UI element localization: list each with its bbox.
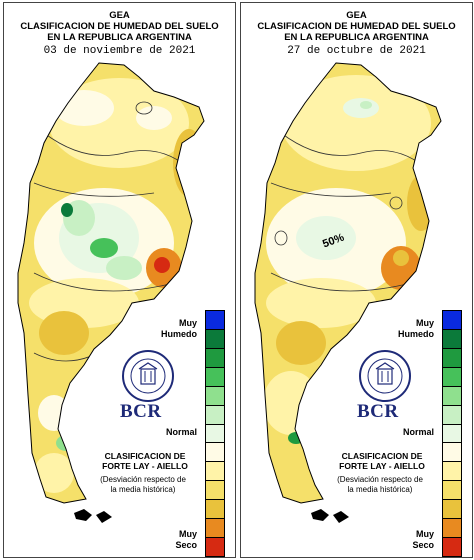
legend-swatch <box>206 405 224 425</box>
legend-swatch <box>443 405 461 425</box>
legend-label-text: Seco <box>175 540 197 550</box>
classification-note: (Desviación respecto de la media históri… <box>321 475 439 495</box>
legend-swatch <box>443 500 461 520</box>
legend-swatch <box>206 462 224 482</box>
bcr-brand: BCR <box>357 401 399 422</box>
legend-swatch <box>443 311 461 330</box>
map-panel-right: GEA CLASIFICACION DE HUMEDAD DEL SUELO E… <box>240 2 473 558</box>
title-line1: GEA <box>109 10 130 21</box>
legend-swatch <box>443 462 461 482</box>
legend-label-text: Humedo <box>398 329 434 339</box>
classification-line: CLASIFICACION DE <box>104 451 186 461</box>
legend-label-muy-seco: Muy Seco <box>412 529 434 551</box>
legend-swatch <box>206 443 224 463</box>
legend-swatch <box>206 329 224 349</box>
classification-note-line: la media histórica) <box>347 485 413 494</box>
legend-label-text: Muy <box>416 529 434 539</box>
classification-line: FORTE LAY - AIELLO <box>339 461 425 471</box>
legend-swatch <box>443 386 461 406</box>
legend-swatch <box>443 519 461 539</box>
bcr-seal-logo <box>122 350 174 402</box>
legend-swatch <box>443 367 461 387</box>
legend-swatch <box>443 538 461 556</box>
classification-line: CLASIFICACION DE <box>341 451 423 461</box>
legend-label-muy-seco: Muy Seco <box>175 529 197 551</box>
legend-label-normal: Normal <box>402 427 434 437</box>
title-line3: EN LA REPUBLICA ARGENTINA <box>47 32 192 43</box>
legend-label-text: Muy <box>416 318 434 328</box>
malvinas-islands <box>74 509 112 523</box>
legend-swatch <box>206 386 224 406</box>
title-line2: CLASIFICACION DE HUMEDAD DEL SUELO <box>20 21 219 32</box>
classification-note-line: (Desviación respecto de <box>100 475 186 484</box>
title-line1: GEA <box>346 10 367 21</box>
legend-label-text: Muy <box>179 318 197 328</box>
argentina-map <box>17 62 205 523</box>
legend-swatch <box>443 443 461 463</box>
legend-swatch <box>206 500 224 520</box>
classification-note-line: (Desviación respecto de <box>337 475 423 484</box>
title-line3: EN LA REPUBLICA ARGENTINA <box>284 32 429 43</box>
classification-line: FORTE LAY - AIELLO <box>102 461 188 471</box>
title-line2: CLASIFICACION DE HUMEDAD DEL SUELO <box>257 21 456 32</box>
legend-swatch <box>206 311 224 330</box>
bcr-brand: BCR <box>120 401 162 422</box>
legend-label-muy-humedo: Muy Humedo <box>161 318 197 340</box>
classification-note-line: la media histórica) <box>110 485 176 494</box>
legend-swatch <box>206 538 224 556</box>
classification-title: CLASIFICACION DE FORTE LAY - AIELLO <box>327 451 437 471</box>
legend-swatch <box>443 329 461 349</box>
legend-swatch <box>206 519 224 539</box>
legend-colorbar <box>205 310 225 557</box>
classification-note: (Desviación respecto de la media históri… <box>84 475 202 495</box>
legend-label-muy-humedo: Muy Humedo <box>398 318 434 340</box>
legend-label-normal: Normal <box>165 427 197 437</box>
legend-label-text: Muy <box>179 529 197 539</box>
legend-swatch <box>206 348 224 368</box>
legend-swatch <box>443 348 461 368</box>
legend-swatch <box>206 424 224 444</box>
map-panel-left: GEA CLASIFICACION DE HUMEDAD DEL SUELO E… <box>3 2 236 558</box>
legend-label-text: Seco <box>412 540 434 550</box>
argentina-map: 50% <box>254 62 442 523</box>
bcr-seal-logo <box>359 350 411 402</box>
legend-swatch <box>443 481 461 501</box>
legend-label-text: Humedo <box>161 329 197 339</box>
map-date: 27 de octubre de 2021 <box>287 45 426 57</box>
classification-title: CLASIFICACION DE FORTE LAY - AIELLO <box>90 451 200 471</box>
legend-colorbar <box>442 310 462 557</box>
legend-swatch <box>206 481 224 501</box>
legend-swatch <box>443 424 461 444</box>
malvinas-islands <box>311 509 349 523</box>
legend-swatch <box>206 367 224 387</box>
map-date: 03 de noviembre de 2021 <box>43 45 196 57</box>
